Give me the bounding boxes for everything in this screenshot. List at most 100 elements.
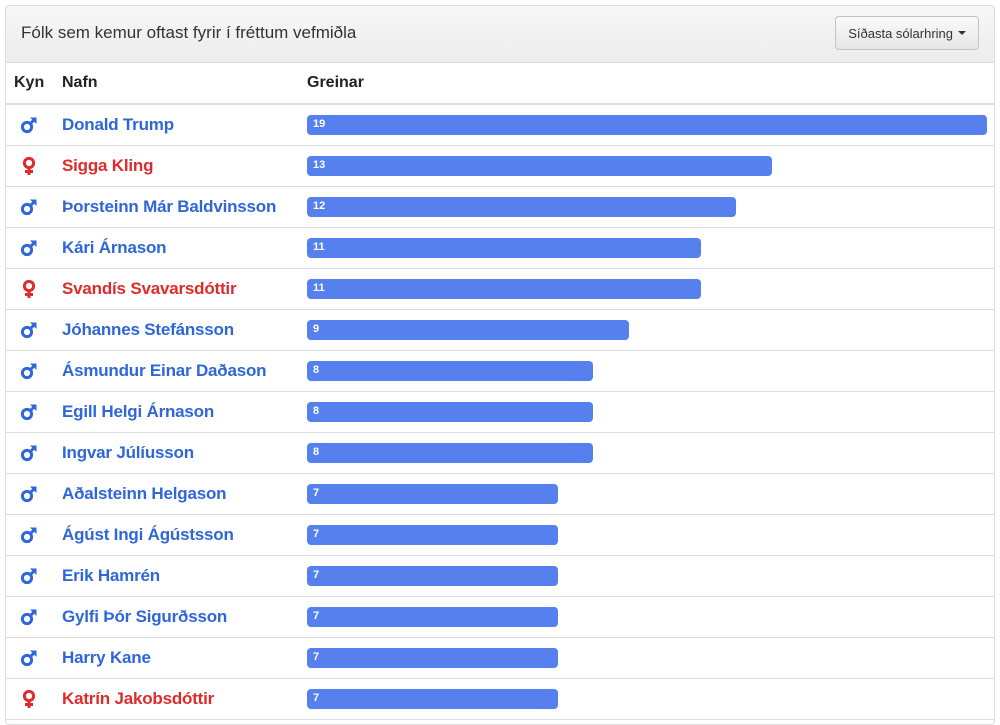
person-name-link[interactable]: Kári Árnason [62, 238, 167, 257]
article-bar-track: 7 [307, 607, 987, 627]
article-bar-track: 8 [307, 443, 987, 463]
column-header-name: Nafn [62, 63, 307, 105]
articles-cell: 19 [307, 104, 994, 146]
articles-cell: 7 [307, 473, 994, 515]
article-count-bar: 7 [307, 525, 558, 545]
article-count-label: 7 [313, 487, 320, 499]
articles-cell: 12 [307, 186, 994, 228]
person-name-link[interactable]: Ágúst Ingi Ágústsson [62, 525, 234, 544]
article-bar-track: 12 [307, 197, 987, 217]
article-count-label: 8 [313, 364, 320, 376]
person-name-link[interactable]: Jóhannes Stefánsson [62, 320, 234, 339]
person-name-link[interactable]: Aðalsteinn Helgason [62, 484, 227, 503]
table-body: Donald Trump 19 Sigga Kling 13 Þorsteinn Már… [6, 104, 994, 720]
table-row: Ágúst Ingi Ágústsson 7 [6, 514, 994, 556]
gender-cell [6, 637, 62, 679]
article-count-label: 7 [313, 651, 320, 663]
caret-down-icon [958, 31, 966, 35]
male-icon [20, 486, 37, 503]
article-count-label: 7 [313, 569, 320, 581]
table-row: Gylfi Þór Sigurðsson 7 [6, 596, 994, 638]
articles-cell: 8 [307, 391, 994, 433]
name-cell: Ásmundur Einar Daðason [62, 350, 307, 392]
article-bar-track: 11 [307, 238, 987, 258]
name-cell: Harry Kane [62, 637, 307, 679]
gender-cell [6, 350, 62, 392]
male-icon [20, 650, 37, 667]
male-icon [20, 527, 37, 544]
article-count-label: 7 [313, 528, 320, 540]
person-name-link[interactable]: Þorsteinn Már Baldvinsson [62, 197, 277, 216]
table-row: Svandís Svavarsdóttir 11 [6, 268, 994, 310]
male-icon [20, 117, 37, 134]
table-row: Jóhannes Stefánsson 9 [6, 309, 994, 351]
article-count-bar: 7 [307, 607, 558, 627]
person-name-link[interactable]: Ásmundur Einar Daðason [62, 361, 267, 380]
person-name-link[interactable]: Egill Helgi Árnason [62, 402, 215, 421]
articles-cell: 7 [307, 637, 994, 679]
female-icon [22, 689, 36, 708]
article-count-label: 8 [313, 446, 320, 458]
article-bar-track: 11 [307, 279, 987, 299]
name-cell: Gylfi Þór Sigurðsson [62, 596, 307, 638]
period-dropdown-button[interactable]: Síðasta sólarhring [835, 16, 979, 50]
column-header-gender: Kyn [6, 63, 62, 105]
article-bar-track: 19 [307, 115, 987, 135]
person-name-link[interactable]: Ingvar Júlíusson [62, 443, 194, 462]
table-row: Kári Árnason 11 [6, 227, 994, 269]
article-bar-track: 9 [307, 320, 987, 340]
name-cell: Erik Hamrén [62, 555, 307, 597]
name-cell: Jóhannes Stefánsson [62, 309, 307, 351]
person-name-link[interactable]: Donald Trump [62, 115, 174, 134]
person-name-link[interactable]: Sigga Kling [62, 156, 154, 175]
article-count-bar: 11 [307, 238, 701, 258]
person-name-link[interactable]: Gylfi Þór Sigurðsson [62, 607, 228, 626]
articles-cell: 7 [307, 555, 994, 597]
article-bar-track: 8 [307, 402, 987, 422]
gender-cell [6, 268, 62, 310]
person-name-link[interactable]: Katrín Jakobsdóttir [62, 689, 215, 708]
article-bar-track: 7 [307, 648, 987, 668]
table-row: Donald Trump 19 [6, 104, 994, 146]
article-count-bar: 13 [307, 156, 773, 176]
table-header-row: Kyn Nafn Greinar [6, 63, 994, 105]
table-row: Egill Helgi Árnason 8 [6, 391, 994, 433]
name-cell: Katrín Jakobsdóttir [62, 678, 307, 720]
article-count-label: 13 [313, 159, 326, 171]
article-count-bar: 7 [307, 484, 558, 504]
article-count-label: 7 [313, 692, 320, 704]
table-row: Sigga Kling 13 [6, 145, 994, 187]
name-cell: Ágúst Ingi Ágústsson [62, 514, 307, 556]
article-count-bar: 8 [307, 402, 594, 422]
articles-cell: 7 [307, 514, 994, 556]
articles-cell: 9 [307, 309, 994, 351]
male-icon [20, 240, 37, 257]
male-icon [20, 568, 37, 585]
people-table: Kyn Nafn Greinar Donald Trump 19 Sigga Kli… [6, 63, 994, 720]
article-bar-track: 8 [307, 361, 987, 381]
person-name-link[interactable]: Erik Hamrén [62, 566, 160, 585]
article-count-label: 11 [313, 282, 325, 294]
table-row: Ásmundur Einar Daðason 8 [6, 350, 994, 392]
table-row: Erik Hamrén 7 [6, 555, 994, 597]
articles-cell: 7 [307, 678, 994, 720]
person-name-link[interactable]: Svandís Svavarsdóttir [62, 279, 237, 298]
article-bar-track: 7 [307, 484, 987, 504]
gender-cell [6, 678, 62, 720]
article-count-label: 9 [313, 323, 320, 335]
male-icon [20, 322, 37, 339]
article-count-bar: 12 [307, 197, 737, 217]
name-cell: Sigga Kling [62, 145, 307, 187]
article-count-label: 19 [313, 118, 326, 130]
article-count-label: 12 [313, 200, 326, 212]
gender-cell [6, 555, 62, 597]
female-icon [22, 279, 36, 298]
gender-cell [6, 596, 62, 638]
article-count-bar: 7 [307, 648, 558, 668]
article-bar-track: 7 [307, 689, 987, 709]
person-name-link[interactable]: Harry Kane [62, 648, 151, 667]
name-cell: Egill Helgi Árnason [62, 391, 307, 433]
gender-cell [6, 145, 62, 187]
articles-cell: 11 [307, 227, 994, 269]
people-panel: Fólk sem kemur oftast fyrir í fréttum ve… [5, 5, 995, 725]
